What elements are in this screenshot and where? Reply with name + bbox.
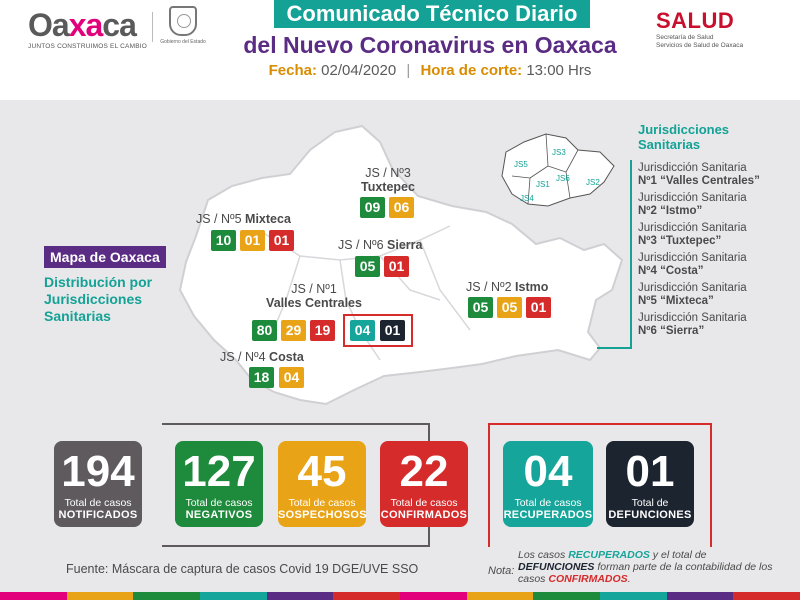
js5-confirmados: 01 xyxy=(269,230,294,251)
mini-map xyxy=(501,133,615,207)
map-tag: Mapa de Oaxaca xyxy=(44,246,166,268)
js1-label: JS / Nº1 Valles Centrales xyxy=(266,282,362,310)
js3-negativos: 09 xyxy=(360,197,385,218)
js1-sospechosos: 29 xyxy=(281,320,306,341)
mini-label-js5: JS5 xyxy=(514,160,528,169)
total-sospechosos: 45 Total de casos SOSPECHOSOS xyxy=(278,441,367,527)
total-notificados: 194 Total de casos NOTIFICADOS xyxy=(54,441,142,527)
legend-connector-horizontal xyxy=(597,347,632,349)
confirmed-breakdown-frame xyxy=(488,423,712,547)
date-line: Fecha: 02/04/2020 | Hora de corte: 13:00… xyxy=(268,62,592,79)
mini-label-js6: JS6 xyxy=(556,174,570,183)
mini-label-js4: JS4 xyxy=(520,194,534,203)
js5-negativos: 10 xyxy=(211,230,236,251)
legend-title: Jurisdicciones Sanitarias xyxy=(638,122,730,152)
js6-negativos: 05 xyxy=(355,256,380,277)
source-note: Fuente: Máscara de captura de casos Covi… xyxy=(66,562,419,576)
total-confirmados: 22 Total de casos CONFIRMADOS xyxy=(380,441,468,527)
cutoff-time: 13:00 Hrs xyxy=(526,62,592,79)
note-text: Los casos RECUPERADOS y el total de DEFU… xyxy=(518,549,773,585)
total-negativos: 127 Total de casos NEGATIVOS xyxy=(175,441,263,527)
mini-label-js1: JS1 xyxy=(536,180,550,189)
total-recuperados: 04 Total de casos RECUPERADOS xyxy=(503,441,593,527)
js6-confirmados: 01 xyxy=(384,256,409,277)
mini-label-js3: JS3 xyxy=(552,148,566,157)
salud-logo: SALUD Secretaría de Salud Servicios de S… xyxy=(656,8,744,49)
js2-sospechosos: 05 xyxy=(497,297,522,318)
js5-sospechosos: 01 xyxy=(240,230,265,251)
js2-confirmados: 01 xyxy=(526,297,551,318)
legend-item: Jurisdicción Sanitaria Nº2 “Istmo” xyxy=(638,192,747,217)
js4-label: JS / Nº4 Costa xyxy=(220,350,304,364)
legend-connector xyxy=(630,160,632,348)
js1-negativos: 80 xyxy=(252,320,277,341)
js1-confirmados: 19 xyxy=(310,320,335,341)
legend-item: Jurisdicción Sanitaria Nº3 “Tuxtepec” xyxy=(638,222,747,247)
distribution-label: Distribución por Jurisdicciones Sanitari… xyxy=(44,274,153,324)
js6-label: JS / Nº6 Sierra xyxy=(338,238,423,252)
divider xyxy=(152,12,153,42)
js1-defunciones: 01 xyxy=(380,320,405,341)
legend-item: Jurisdicción Sanitaria Nº6 “Sierra” xyxy=(638,312,747,337)
color-stripe xyxy=(0,592,800,600)
js3-label: JS / Nº3 Tuxtepec xyxy=(361,166,415,194)
page-subtitle: del Nuevo Coronavirus en Oaxaca xyxy=(243,32,617,58)
note-label: Nota: xyxy=(488,565,515,577)
js4-sospechosos: 04 xyxy=(279,367,304,388)
js2-label: JS / Nº2 Istmo xyxy=(466,280,549,294)
date-value: 02/04/2020 xyxy=(321,62,397,79)
government-crest-logo: Gobierno del Estado xyxy=(158,6,208,45)
js1-recuperados: 04 xyxy=(350,320,375,341)
js5-label: JS / Nº5 Mixteca xyxy=(196,212,291,226)
legend-item: Jurisdicción Sanitaria Nº4 “Costa” xyxy=(638,252,747,277)
js1-confirmed-breakdown-frame xyxy=(343,314,413,347)
js2-negativos: 05 xyxy=(468,297,493,318)
legend-item: Jurisdicción Sanitaria Nº1 “Valles Centr… xyxy=(638,162,760,187)
logo-tagline: JUNTOS CONSTRUIMOS EL CAMBIO xyxy=(28,43,148,50)
js4-negativos: 18 xyxy=(249,367,274,388)
mini-label-js2: JS2 xyxy=(586,178,600,187)
js3-sospechosos: 06 xyxy=(389,197,414,218)
legend-item: Jurisdicción Sanitaria Nº5 “Mixteca” xyxy=(638,282,747,307)
page-title: Comunicado Técnico Diario xyxy=(286,1,578,26)
header: Oaxaca JUNTOS CONSTRUIMOS EL CAMBIO Gobi… xyxy=(0,0,800,92)
crest-icon xyxy=(169,6,197,36)
oaxaca-logo: Oaxaca JUNTOS CONSTRUIMOS EL CAMBIO xyxy=(28,7,148,50)
total-defunciones: 01 Total de DEFUNCIONES xyxy=(606,441,694,527)
title-banner: Comunicado Técnico Diario xyxy=(274,0,590,28)
